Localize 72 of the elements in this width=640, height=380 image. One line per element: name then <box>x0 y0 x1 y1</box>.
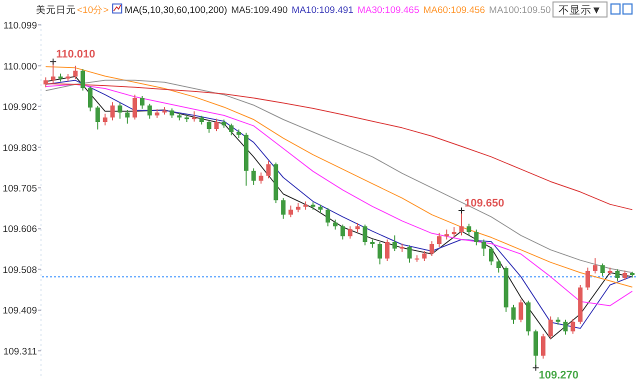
y-tick-label: 109.902 <box>2 102 37 113</box>
candlestick <box>80 68 86 92</box>
candlestick <box>125 110 130 124</box>
candlestick <box>600 262 605 276</box>
candlestick <box>88 86 92 112</box>
candlestick <box>258 172 264 184</box>
candlestick <box>570 318 576 334</box>
candlestick <box>348 226 352 240</box>
y-tick-label: 110.000 <box>3 61 37 72</box>
annotation: 109.270 <box>538 370 579 380</box>
candlestick <box>251 168 256 186</box>
candlestick <box>518 298 524 323</box>
y-tick-label: 109.606 <box>2 224 37 236</box>
candlestick <box>385 239 390 262</box>
candlestick <box>170 108 174 118</box>
text: MA60:109.456 <box>423 5 486 16</box>
candlestick <box>488 246 494 266</box>
text: MA5:109.490 <box>231 5 288 16</box>
candlestick <box>326 208 330 227</box>
candlestick <box>281 198 286 220</box>
candlestick <box>206 120 212 134</box>
text: 不显示▼ <box>558 4 602 16</box>
candlestick <box>496 258 501 274</box>
candlestick <box>540 333 546 360</box>
candlestick <box>340 224 345 240</box>
candlestick <box>333 219 338 230</box>
candlestick <box>95 105 100 130</box>
candlestick <box>229 123 234 136</box>
candlestick <box>444 229 449 240</box>
candlestick <box>378 241 382 265</box>
text: MA10:109.491 <box>292 5 354 16</box>
candlestick <box>140 95 144 110</box>
candlestick <box>422 250 427 262</box>
candlestick <box>102 113 108 126</box>
candlestick <box>452 226 456 238</box>
candlestick <box>392 234 397 252</box>
candlestick <box>622 270 628 281</box>
candlestick <box>430 240 434 257</box>
candlestick <box>615 268 620 282</box>
y-tick-label: 109.705 <box>2 183 37 194</box>
y-tick-label: 109.803 <box>2 142 37 154</box>
candlestick <box>192 110 196 122</box>
candlestick <box>132 94 138 120</box>
candlestick <box>407 244 412 264</box>
chart-title: 美元日元 <box>36 4 76 16</box>
text: MA30:109.465 <box>357 5 420 16</box>
candlestick <box>73 65 78 80</box>
candlestick <box>592 258 598 274</box>
candlestick <box>482 239 486 257</box>
candlestick <box>147 103 152 120</box>
candlestick <box>266 160 271 179</box>
legend-title: MA(5,10,30,60,100,200) <box>124 5 228 16</box>
candlestick <box>288 205 293 218</box>
candlestick <box>214 118 219 132</box>
y-tick-label: 109.409 <box>2 306 37 317</box>
annotation: 110.010 <box>56 48 96 61</box>
candlestick <box>43 76 48 88</box>
candlestick <box>474 229 479 246</box>
candlestick <box>414 254 420 262</box>
candlestick <box>118 102 122 120</box>
candlestick <box>563 319 568 336</box>
y-tick-label: 110.099 <box>3 20 37 32</box>
chart-subtitle: <10分> <box>77 4 110 16</box>
candlestick <box>586 267 590 290</box>
candlestick <box>110 102 115 121</box>
annotation: 109.650 <box>464 198 504 210</box>
text: MA100:109.50 <box>489 5 551 16</box>
y-tick-label: 109.311 <box>3 346 37 358</box>
candlestick <box>437 232 442 248</box>
candlestick <box>466 223 472 236</box>
candlestick <box>548 316 553 340</box>
y-tick-label: 109.508 <box>2 264 37 276</box>
